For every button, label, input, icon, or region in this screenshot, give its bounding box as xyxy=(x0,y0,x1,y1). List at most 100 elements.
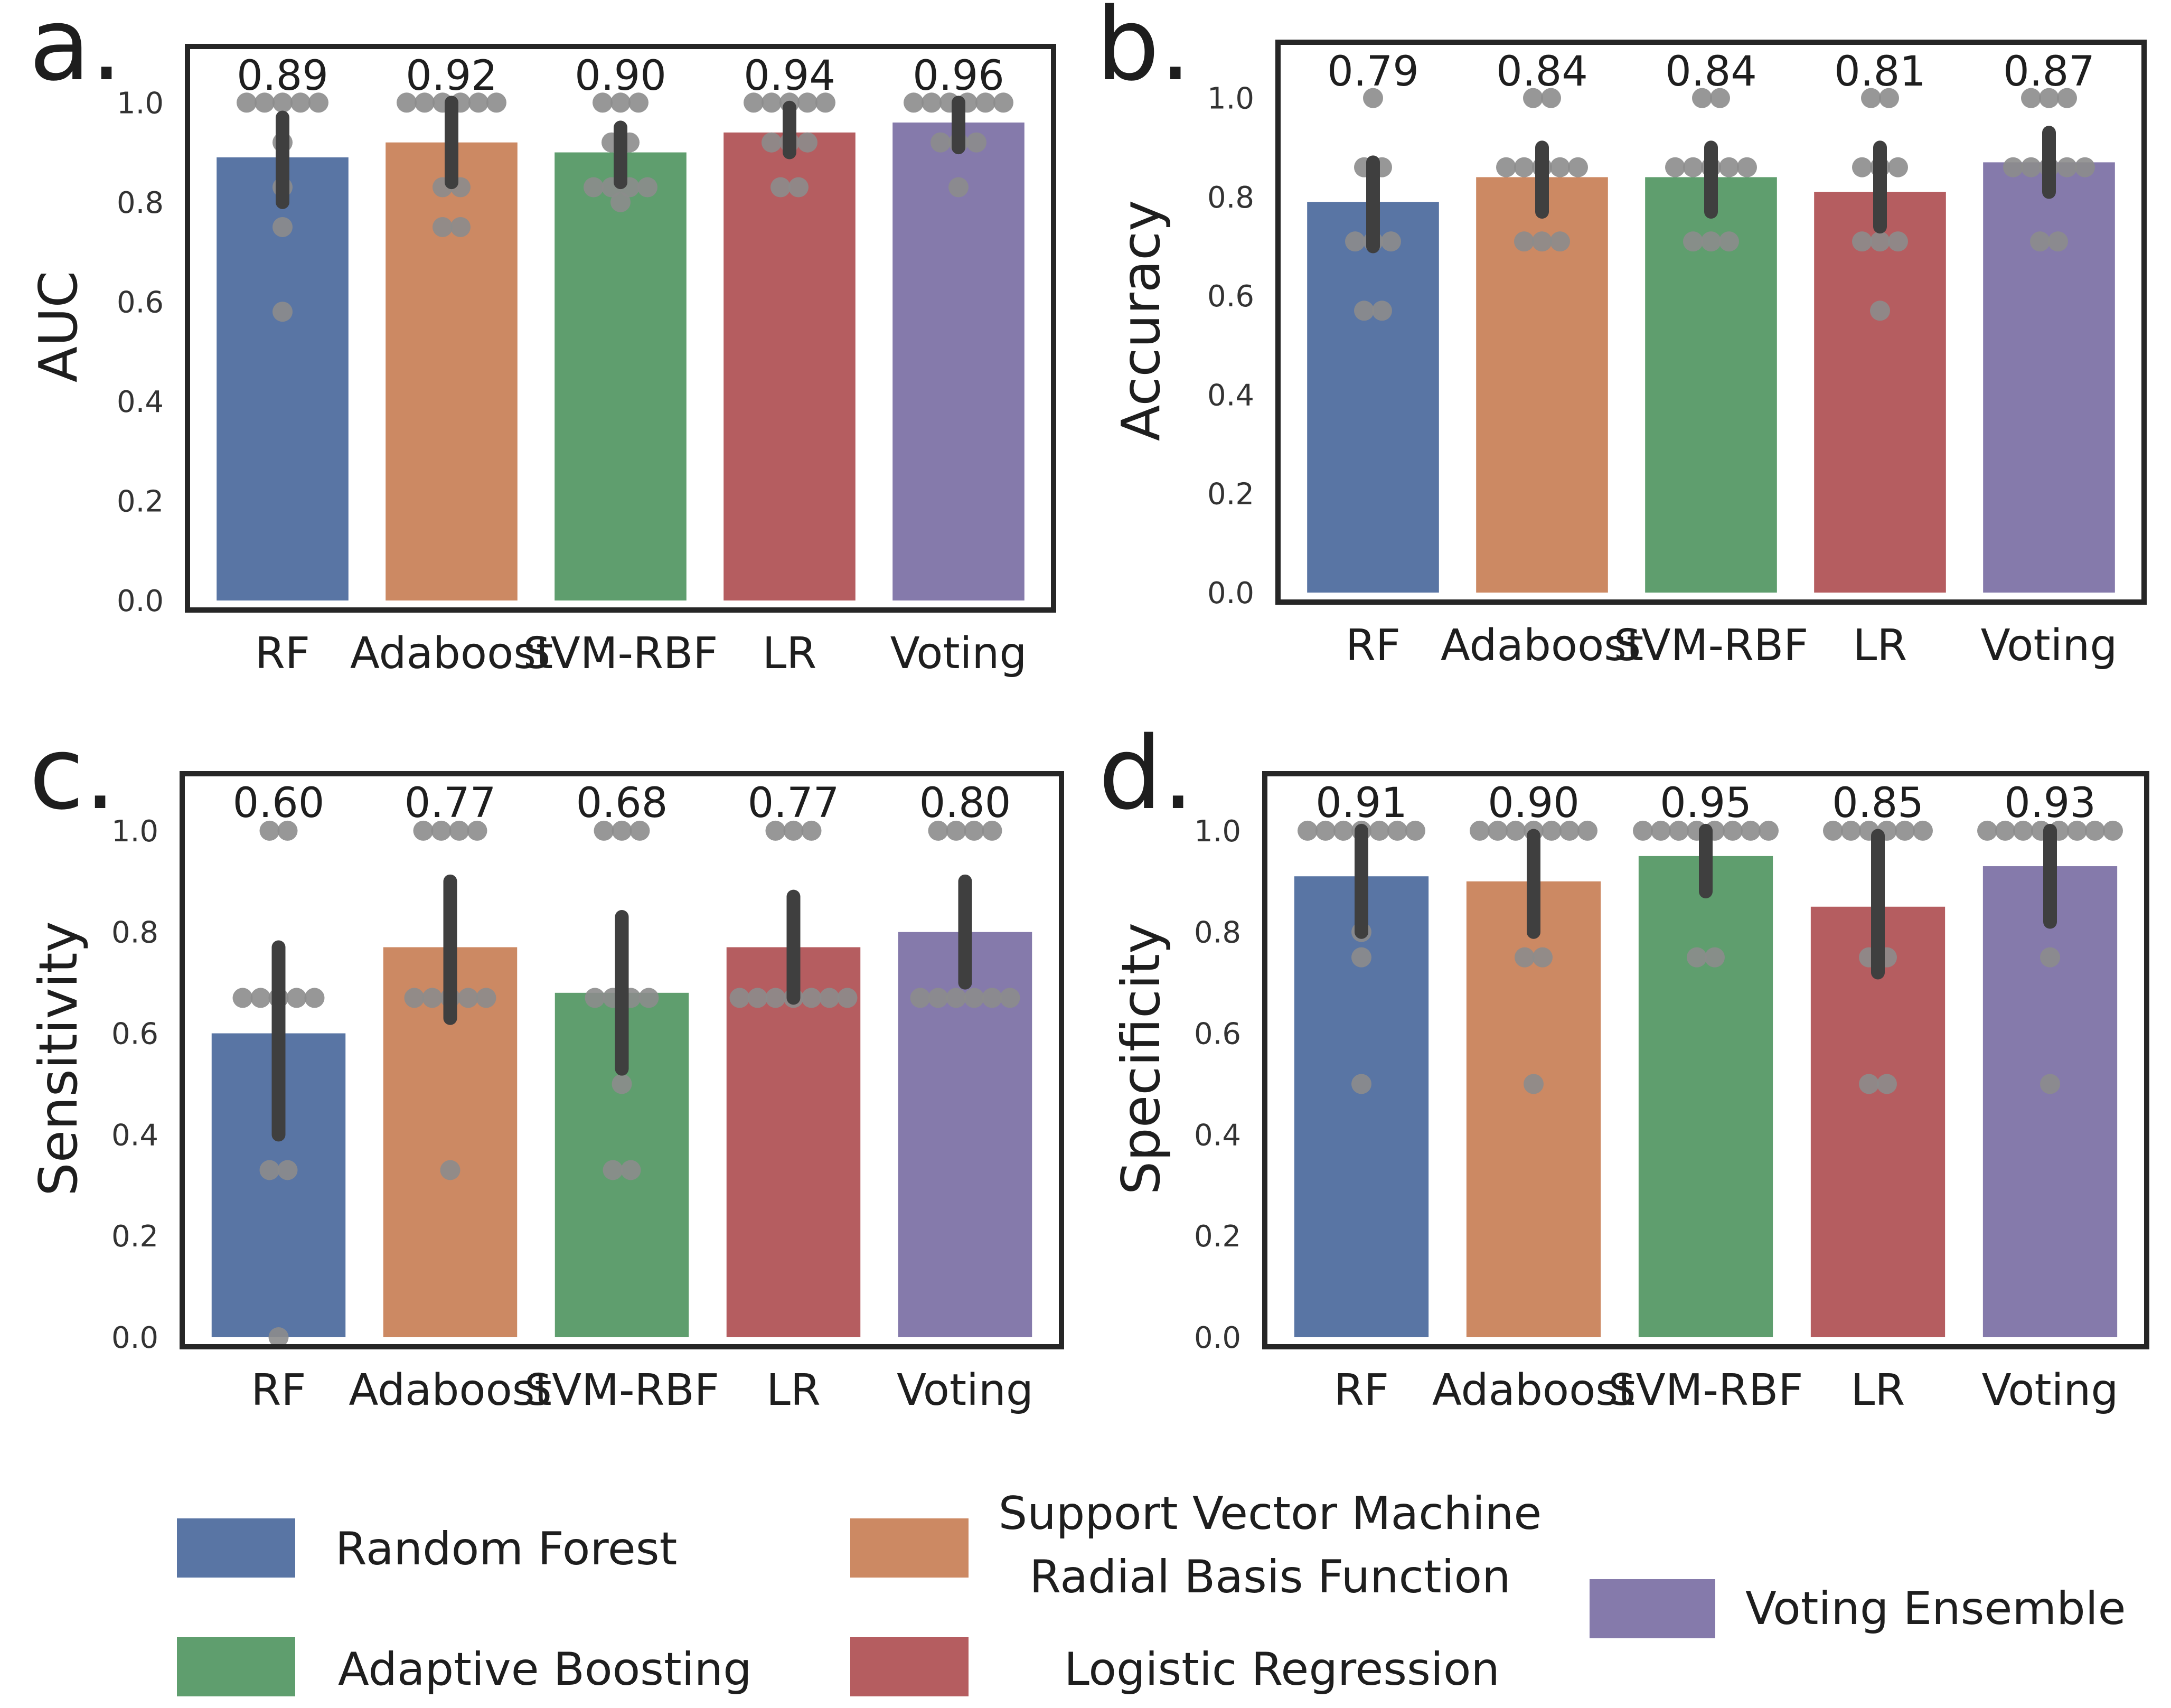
y-tick-label: 0.2 xyxy=(111,1219,158,1254)
legend-swatch-random-forest xyxy=(177,1518,295,1578)
y-tick-label: 0.2 xyxy=(1207,477,1254,512)
fold-point xyxy=(1345,231,1365,252)
fold-point xyxy=(910,988,931,1008)
fold-point xyxy=(2057,157,2077,177)
fold-point xyxy=(1559,820,1580,841)
y-tick-label: 0.2 xyxy=(1194,1219,1241,1254)
fold-point xyxy=(449,820,469,841)
fold-point xyxy=(946,988,966,1008)
legend-item-voting-ensemble: Voting Ensemble xyxy=(1590,1579,2126,1638)
fold-point xyxy=(1870,231,1890,252)
value-label: 0.95 xyxy=(1660,780,1752,827)
fold-point xyxy=(1568,157,1588,177)
fold-point xyxy=(797,132,817,153)
fold-point xyxy=(1823,820,1843,841)
plot-frame xyxy=(185,44,1056,613)
fold-point xyxy=(232,988,253,1008)
y-tick-label: 0.4 xyxy=(111,1118,158,1152)
fold-point xyxy=(966,132,986,153)
fold-point xyxy=(1354,301,1374,321)
fold-point xyxy=(1710,88,1730,108)
fold-point xyxy=(286,988,307,1008)
legend-swatch-logistic-regression xyxy=(850,1637,969,1696)
fold-point xyxy=(982,820,1002,841)
x-tick-label: RF xyxy=(1334,1365,1389,1415)
fold-point xyxy=(603,1160,623,1180)
fold-point xyxy=(1550,231,1570,252)
x-tick-label: LR xyxy=(763,628,817,679)
fold-point xyxy=(1363,88,1383,108)
y-tick-label: 0.0 xyxy=(117,584,164,618)
fold-point xyxy=(1533,947,1553,968)
y-axis-label: AUC xyxy=(27,271,89,382)
fold-point xyxy=(304,988,325,1008)
fold-point xyxy=(1879,88,1899,108)
bar-adaboost xyxy=(386,142,518,600)
fold-point xyxy=(1550,157,1570,177)
fold-point xyxy=(1523,88,1543,108)
fold-point xyxy=(729,988,750,1008)
fold-point xyxy=(1669,820,1689,841)
y-tick-label: 0.0 xyxy=(111,1321,158,1355)
value-label: 0.87 xyxy=(2003,48,2095,96)
fold-point xyxy=(1381,231,1401,252)
fold-point xyxy=(904,92,924,113)
value-label: 0.81 xyxy=(1834,48,1926,96)
legend-label-svm-line2: Radial Basis Function xyxy=(1029,1551,1510,1603)
fold-point xyxy=(1705,947,1725,968)
y-tick-label: 1.0 xyxy=(111,814,158,849)
legend: Random Forest Support Vector Machine Rad… xyxy=(177,1487,2126,1696)
fold-point xyxy=(783,820,804,841)
bar-voting xyxy=(1983,162,2115,593)
x-tick-label: Adaboost xyxy=(1432,1365,1635,1415)
fold-point xyxy=(1719,157,1739,177)
fold-point xyxy=(2075,157,2095,177)
fold-point xyxy=(765,988,786,1008)
y-tick-label: 0.8 xyxy=(111,916,158,950)
fold-point xyxy=(1977,820,1997,841)
bar-voting xyxy=(892,122,1025,600)
fold-point xyxy=(1470,820,1490,841)
x-tick-label: SVM-RBF xyxy=(523,628,718,679)
fold-point xyxy=(433,217,453,237)
fold-point xyxy=(801,988,822,1008)
fold-point xyxy=(2040,1074,2060,1094)
fold-point xyxy=(629,820,650,841)
fold-point xyxy=(1633,820,1653,841)
fold-point xyxy=(1351,947,1371,968)
legend-swatch-voting-ensemble xyxy=(1590,1579,1715,1638)
x-tick-label: Adaboost xyxy=(349,1365,551,1415)
fold-point xyxy=(975,92,995,113)
fold-point xyxy=(250,988,271,1008)
fold-point xyxy=(450,217,471,237)
fold-point xyxy=(1683,157,1703,177)
fold-point xyxy=(610,92,631,113)
y-tick-label: 1.0 xyxy=(1207,82,1254,116)
bar-svm-rbf xyxy=(555,152,687,601)
fold-point xyxy=(931,132,951,153)
legend-label-logistic-regression: Logistic Regression xyxy=(1064,1643,1500,1696)
fold-point xyxy=(621,1160,641,1180)
panel-letter: c. xyxy=(29,715,116,832)
fold-point xyxy=(612,1074,632,1094)
fold-point xyxy=(1514,231,1534,252)
fold-point xyxy=(612,820,632,841)
legend-item-adaptive-boosting: Adaptive Boosting xyxy=(177,1637,752,1696)
fold-point xyxy=(1315,820,1336,841)
x-tick-label: Adaboost xyxy=(350,628,553,679)
fold-point xyxy=(259,1160,280,1180)
fold-point xyxy=(2067,820,2087,841)
fold-point xyxy=(268,1327,289,1347)
y-tick-label: 0.8 xyxy=(1194,916,1241,950)
value-label: 0.84 xyxy=(1665,48,1757,96)
fold-point xyxy=(1870,301,1890,321)
y-tick-label: 0.6 xyxy=(1194,1017,1241,1052)
panel-letter: d. xyxy=(1098,715,1194,832)
x-tick-label: RF xyxy=(1346,621,1401,671)
fold-point xyxy=(467,820,487,841)
fold-point xyxy=(440,1160,460,1180)
fold-point xyxy=(770,177,791,198)
fold-point xyxy=(628,92,649,113)
fold-point xyxy=(837,988,858,1008)
fold-point xyxy=(1852,157,1872,177)
